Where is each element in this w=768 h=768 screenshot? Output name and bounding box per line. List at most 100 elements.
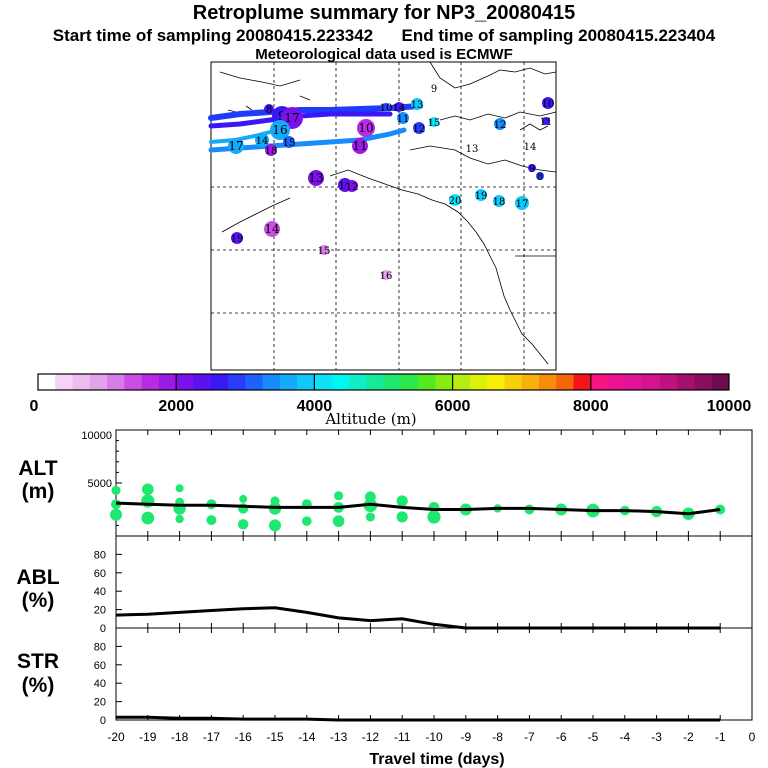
y-tick-label: 40 <box>94 678 106 690</box>
colorbar-segment <box>124 374 143 390</box>
day-label: 8 <box>266 105 272 116</box>
day-label: 9 <box>529 164 535 175</box>
x-tick-label: -3 <box>651 730 662 744</box>
colorbar-frame <box>37 373 730 391</box>
x-tick-label: -11 <box>394 730 411 744</box>
panel-frame <box>115 627 753 721</box>
altitude-point <box>334 491 344 501</box>
colorbar-segment <box>297 374 315 390</box>
colorbar-segment <box>72 374 91 390</box>
plume-marker <box>346 180 358 192</box>
x-axis-label: Travel time (days) <box>369 751 504 768</box>
altitude-point <box>110 508 122 521</box>
plume-marker <box>413 122 425 134</box>
colorbar-tick-label: 0 <box>30 398 39 415</box>
plume-marker <box>493 195 505 207</box>
colorbar-segment <box>400 374 419 390</box>
colorbar-segment <box>659 374 678 390</box>
day-label: 10 <box>542 99 555 110</box>
x-tick-label: -15 <box>266 730 284 744</box>
plume-marker <box>264 104 274 114</box>
y-tick-label: 80 <box>94 549 106 561</box>
day-label: 14 <box>524 142 537 153</box>
plume-marker <box>528 164 536 172</box>
altitude-point <box>141 511 155 525</box>
day-label: 12 <box>346 182 359 193</box>
y-tick-label: 10000 <box>81 430 112 442</box>
colorbar-segment <box>89 374 108 390</box>
altitude-point <box>269 519 281 532</box>
plume-marker <box>308 170 324 186</box>
day-label: 9 <box>431 84 437 95</box>
colorbar-segment <box>383 374 402 390</box>
plume-marker <box>231 232 243 244</box>
colorbar-segment <box>38 374 56 390</box>
colorbar-tick-label: 2000 <box>158 398 194 415</box>
x-tick-label: -1 <box>715 730 726 744</box>
y-tick-label: 5000 <box>88 478 112 490</box>
plume-marker <box>228 138 244 154</box>
day-label: 13 <box>411 100 424 111</box>
colorbar-segment <box>107 374 125 390</box>
plume-marker <box>515 196 529 210</box>
coastline-segment <box>431 199 549 365</box>
x-tick-label: -8 <box>492 730 503 744</box>
x-tick-label: 0 <box>749 730 756 744</box>
day-label: 15 <box>283 138 296 149</box>
str-series-line <box>116 715 721 722</box>
colorbar-segment <box>573 374 592 390</box>
x-tick-label: -14 <box>298 730 316 744</box>
colorbar-label: Altitude (m) <box>324 410 416 428</box>
altitude-point <box>238 519 249 530</box>
abl-series-line <box>115 606 721 630</box>
colorbar-segment <box>694 374 713 390</box>
plume-marker <box>429 117 439 127</box>
panel-abl: ABL(%) 0 20 40 60 80 <box>16 535 753 635</box>
colorbar-segment <box>331 374 350 390</box>
plume-marker <box>536 172 544 180</box>
altitude-point <box>396 495 408 507</box>
colorbar-segment <box>228 374 246 390</box>
day-label: 17 <box>284 111 299 125</box>
coastline-segment <box>329 169 433 201</box>
y-axis-label: STR <box>17 650 59 673</box>
x-tick-label: -20 <box>107 730 125 744</box>
coastline-segment <box>519 123 549 131</box>
map-day-markers: 8910111213141598161718192013121110141516… <box>228 84 554 282</box>
day-label: 14 <box>393 103 406 114</box>
colorbar-tick-label: 10000 <box>707 398 752 415</box>
day-label: 16 <box>339 181 352 192</box>
colorbar-segment <box>521 374 540 390</box>
map-panel: 8910111213141598161718192013121110141516… <box>208 61 557 371</box>
plume-marker <box>352 138 368 154</box>
x-tick-label: -5 <box>588 730 599 744</box>
altitude-point <box>396 511 408 523</box>
day-label: 18 <box>493 197 506 208</box>
altitude-point <box>206 515 217 526</box>
day-label: 16 <box>272 123 287 137</box>
plume-marker <box>382 103 390 111</box>
x-tick-label: -13 <box>330 730 348 744</box>
day-label: 15 <box>428 118 441 129</box>
y-axis-unit: (%) <box>22 674 55 697</box>
y-axis-label: ABL <box>16 566 59 589</box>
y-tick-label: 80 <box>94 641 106 653</box>
colorbar-segment <box>314 374 333 390</box>
coastline-segment <box>439 111 557 121</box>
y-axis-unit: (%) <box>22 589 55 612</box>
y-tick-label: 0 <box>100 715 106 727</box>
colorbar-segment <box>262 374 281 390</box>
colorbar-segment <box>158 374 177 390</box>
colorbar-tick-label: 4000 <box>297 398 333 415</box>
colorbar-segment <box>279 374 298 390</box>
y-axis-label: ALT <box>18 457 57 480</box>
x-tick-label: -2 <box>683 730 694 744</box>
y-tick-label: 40 <box>94 586 106 598</box>
panel-frame <box>115 535 753 629</box>
x-tick-label: -17 <box>203 730 221 744</box>
colorbar-segment <box>176 374 194 390</box>
altitude-point <box>365 512 375 522</box>
plume-marker <box>494 118 506 130</box>
plume-marker <box>255 133 269 147</box>
